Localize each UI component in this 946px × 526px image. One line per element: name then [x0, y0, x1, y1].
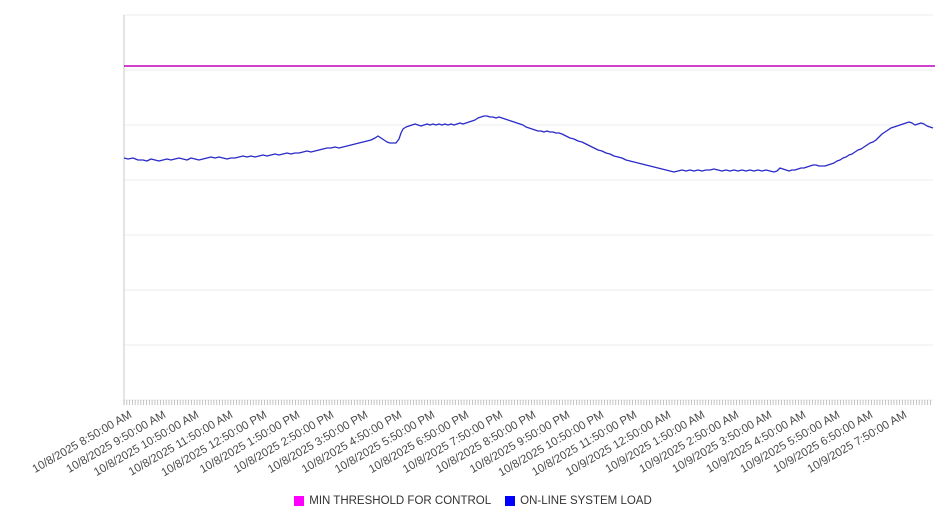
chart-legend: MIN THRESHOLD FOR CONTROL ON-LINE SYSTEM…	[0, 495, 946, 507]
online-system-load-line	[123, 115, 934, 173]
legend-label-online-system-load: ON-LINE SYSTEM LOAD	[520, 495, 652, 507]
legend-label-min-threshold: MIN THRESHOLD FOR CONTROL	[309, 495, 492, 507]
min-threshold-swatch-icon	[294, 496, 305, 506]
online-system-load-swatch-icon	[505, 496, 516, 506]
legend-item-min-threshold[interactable]: MIN THRESHOLD FOR CONTROL	[294, 495, 491, 507]
legend-item-online-system-load[interactable]: ON-LINE SYSTEM LOAD	[505, 495, 652, 507]
